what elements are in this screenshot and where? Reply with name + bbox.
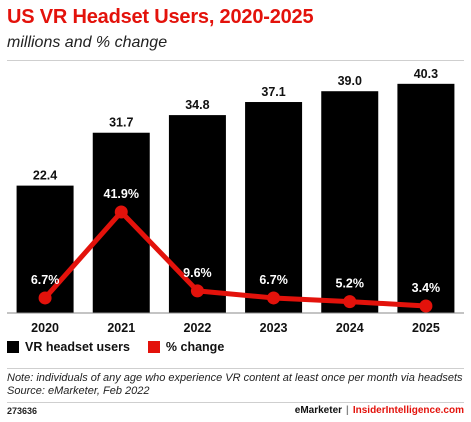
brand-insider-intelligence: InsiderIntelligence.com xyxy=(352,405,464,416)
line-series-percent-change xyxy=(42,209,429,309)
footer-brand: eMarketer | InsiderIntelligence.com xyxy=(295,405,464,416)
line-point-2022 xyxy=(190,284,204,298)
line-point-2021 xyxy=(114,205,128,219)
bar-label-2020: 22.4 xyxy=(33,169,57,183)
bar-2022 xyxy=(168,115,226,314)
bar-label-2022: 34.8 xyxy=(185,98,209,112)
bar-label-2021: 31.7 xyxy=(109,116,133,130)
footer-divider xyxy=(7,402,464,403)
bar-2023 xyxy=(245,102,303,313)
line-label-2021: 41.9% xyxy=(104,187,139,201)
legend: VR headset users % change xyxy=(7,340,234,354)
notes-divider xyxy=(7,368,464,369)
line-point-2025 xyxy=(419,299,433,313)
bar-label-2023: 37.1 xyxy=(261,85,285,99)
legend-swatch-line xyxy=(147,341,160,353)
brand-emarketer: eMarketer xyxy=(294,405,343,416)
x-tick-2021: 2021 xyxy=(107,321,135,335)
bar-label-2024: 39.0 xyxy=(338,74,362,88)
line-label-2022: 9.6% xyxy=(183,266,212,280)
bar-2025 xyxy=(397,83,455,313)
brand-separator: | xyxy=(346,405,349,416)
x-tick-2023: 2023 xyxy=(260,321,288,335)
chart-canvas: 22.4 2020 31.7 2021 34.8 2022 37.1 2023 39.0 2024… xyxy=(7,67,464,335)
legend-item-bars: VR headset users xyxy=(7,340,130,354)
legend-label-line: % change xyxy=(165,340,225,354)
source-text: Source: eMarketer, Feb 2022 xyxy=(7,385,150,397)
chart-subtitle: millions and % change xyxy=(7,34,168,51)
line-label-2024: 5.2% xyxy=(336,277,365,291)
note-text: Note: individuals of any age who experie… xyxy=(7,372,463,384)
x-tick-2020: 2020 xyxy=(31,321,59,335)
line-label-2023: 6.7% xyxy=(259,273,288,287)
chart-id: 273636 xyxy=(7,406,38,416)
bar-label-2025: 40.3 xyxy=(414,67,438,81)
x-tick-2022: 2022 xyxy=(184,321,212,335)
x-tick-2025: 2025 xyxy=(412,321,440,335)
legend-label-bars: VR headset users xyxy=(25,340,130,354)
x-tick-2024: 2024 xyxy=(336,321,364,335)
bar-2024 xyxy=(321,91,379,314)
top-divider xyxy=(7,60,464,61)
legend-swatch-bars xyxy=(7,341,19,353)
line-point-2024 xyxy=(343,295,357,309)
legend-item-line: % change xyxy=(147,340,225,354)
line-point-2023 xyxy=(267,291,281,305)
notes: Note: individuals of any age who experie… xyxy=(7,372,463,398)
line-label-2020: 6.7% xyxy=(31,273,60,287)
chart-title: US VR Headset Users, 2020-2025 xyxy=(7,6,314,28)
line-point-2020 xyxy=(38,291,52,305)
bar-2021 xyxy=(92,132,150,313)
line-label-2025: 3.4% xyxy=(412,281,441,295)
